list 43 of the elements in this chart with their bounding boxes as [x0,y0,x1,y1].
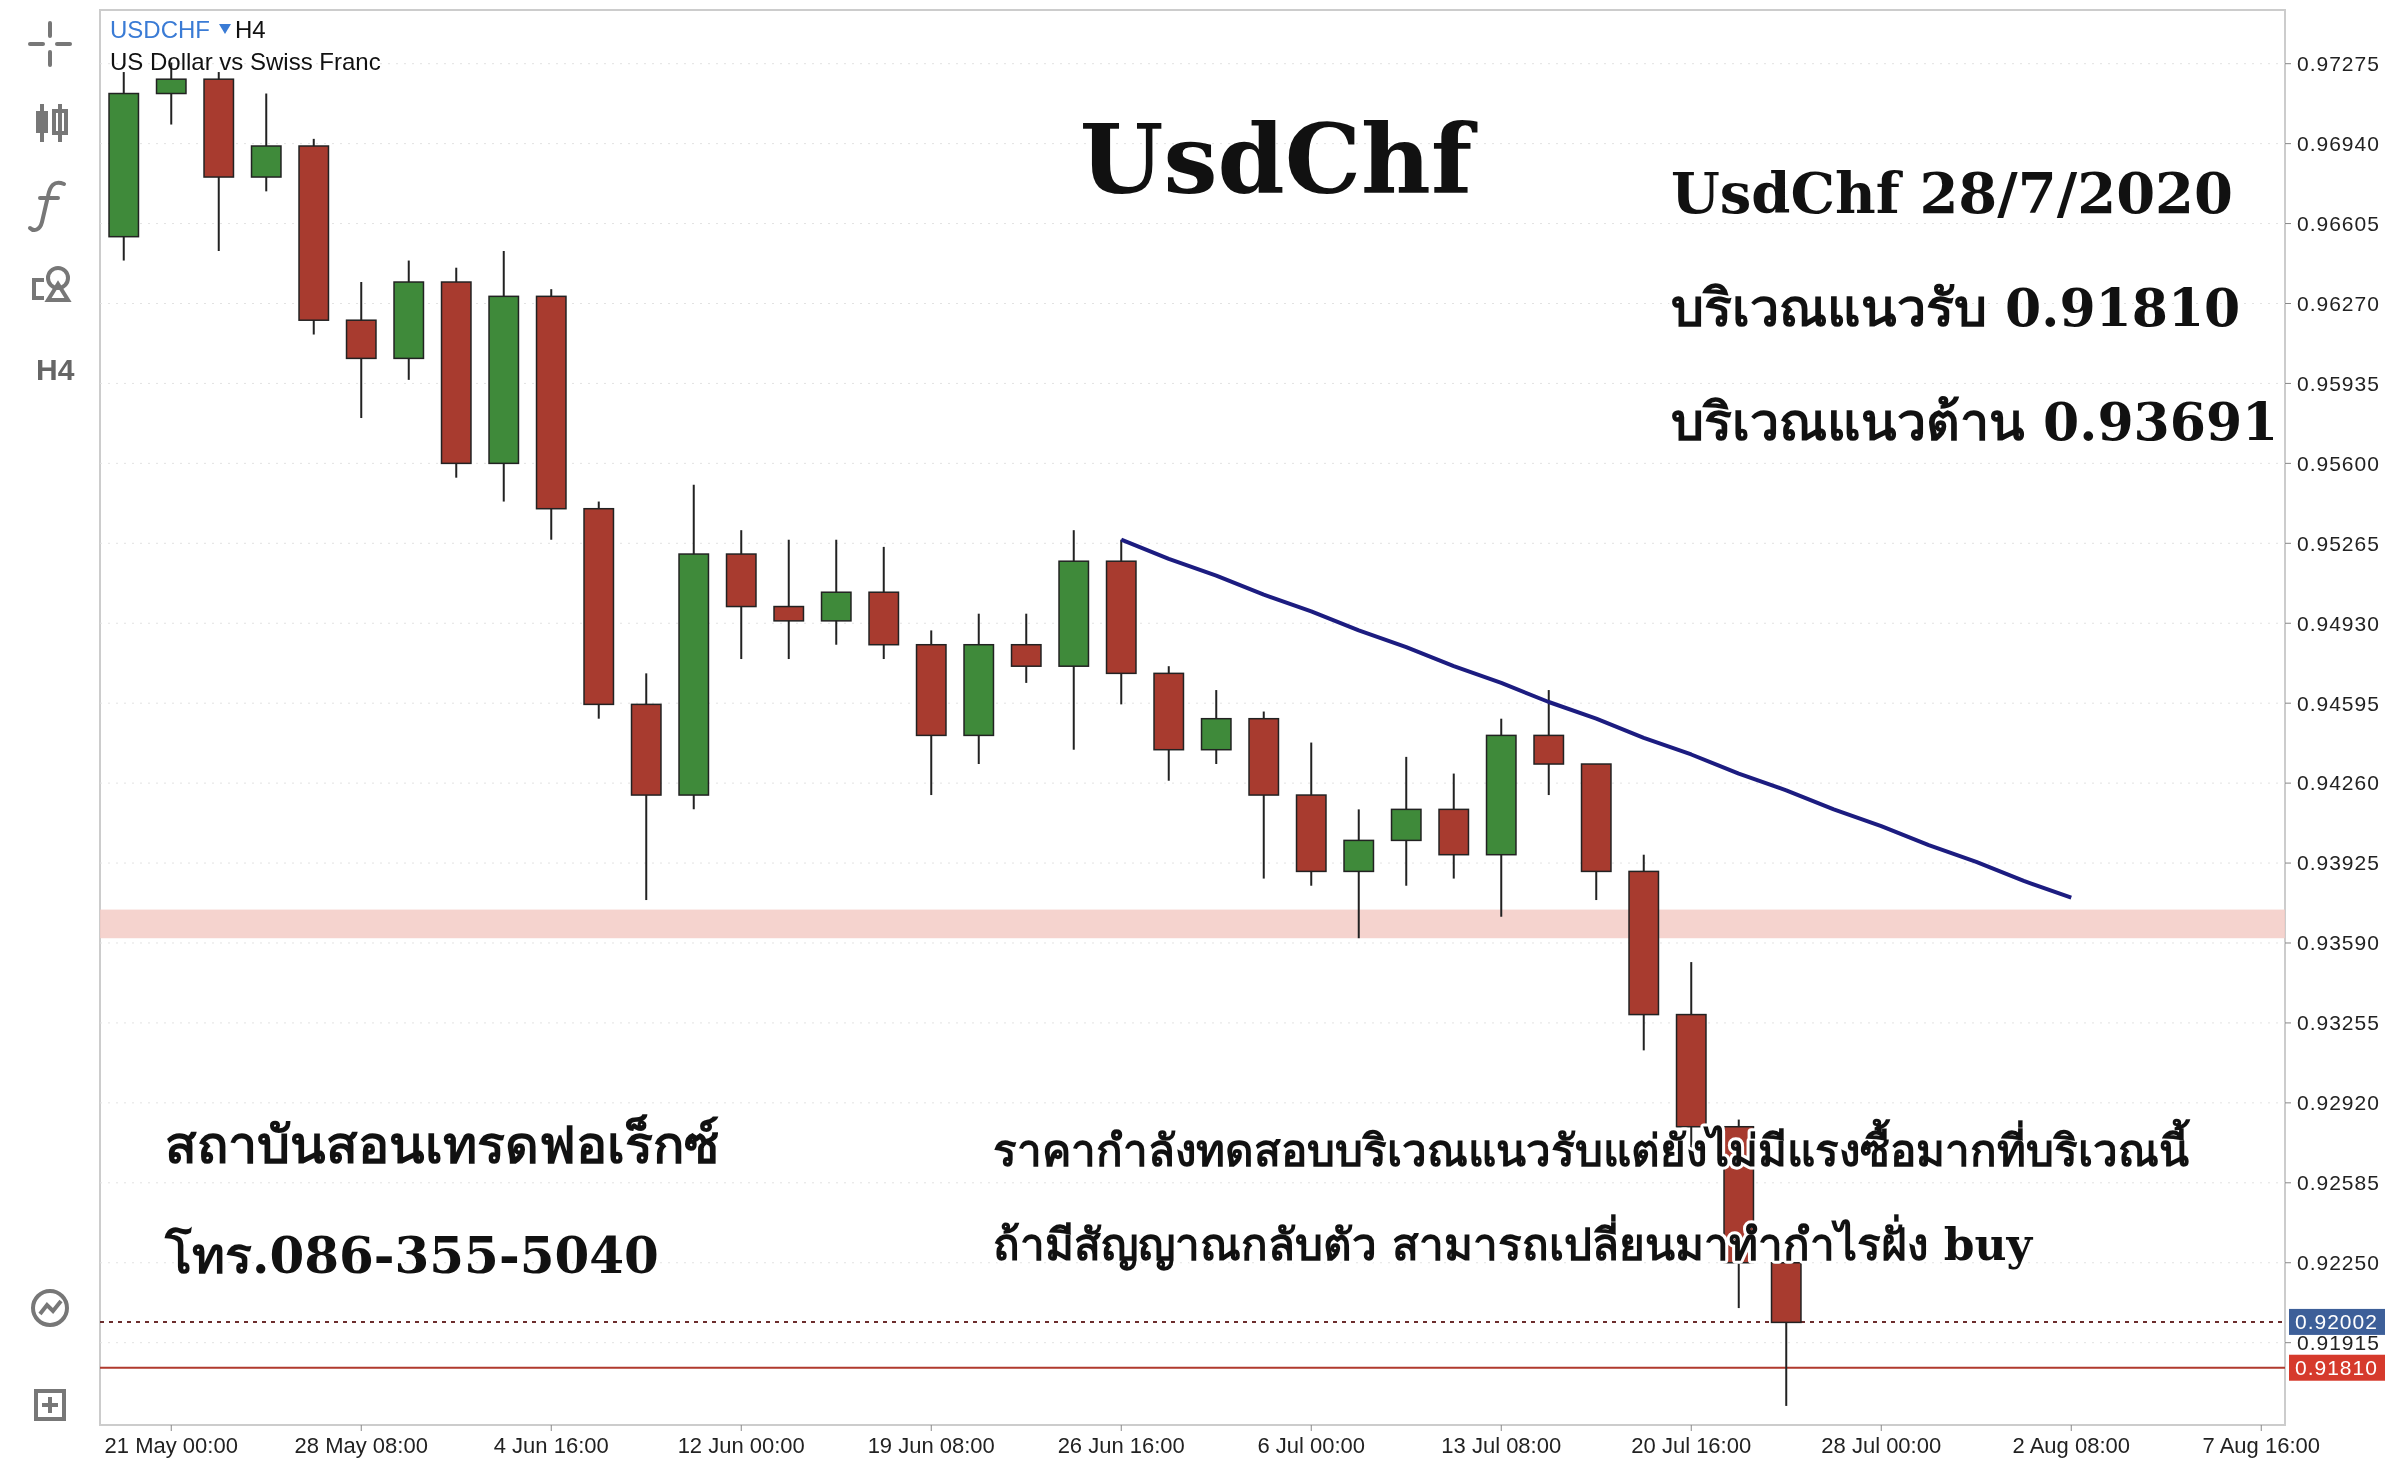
y-tick-label: 0.95265 [2297,531,2380,555]
x-tick-label: 6 Jul 00:00 [1257,1433,1366,1458]
annotation: โทร.086-355-5040 [164,1226,659,1285]
x-tick-label: 28 May 08:00 [294,1433,428,1458]
annotation: บริเวณแนวต้าน 0.93691 [1671,391,2279,452]
y-tick-label: 0.91915 [2297,1331,2380,1355]
annotation: สถาบันสอนเทรดฟอเร็กซ์ [165,1114,719,1175]
x-tick-label: 13 Jul 08:00 [1441,1433,1562,1458]
x-tick-label: 20 Jul 16:00 [1631,1433,1752,1458]
x-tick-label: 4 Jun 16:00 [493,1433,609,1458]
y-tick-label: 0.96270 [2297,291,2380,315]
y-tick-label: 0.94930 [2297,611,2380,635]
x-tick-label: 28 Jul 00:00 [1821,1433,1942,1458]
y-tick-label: 0.93590 [2297,931,2380,955]
y-tick-label: 0.94260 [2297,771,2380,795]
y-tick-label: 0.97275 [2297,52,2380,76]
annotation: H4 [235,16,266,43]
annotation: UsdChf 28/7/2020 [1671,160,2234,226]
y-tick-label: 0.94595 [2297,691,2380,715]
text: US Dollar vs Swiss Franc [110,48,381,75]
y-tick-label: 0.93925 [2297,851,2380,875]
line-series [1119,537,2074,900]
annotation: USDCHF [110,16,210,43]
text: H4 [36,353,75,386]
ref-line-label: 0.91810 [2295,1356,2378,1380]
y-tick-label: 0.92585 [2297,1171,2380,1195]
y-tick-label: 0.92250 [2297,1251,2380,1275]
y-tick-label: 0.96605 [2297,211,2380,235]
text: UsdChf [1079,103,1478,216]
x-tick-label: 26 Jun 16:00 [1057,1433,1185,1458]
y-tick-label: 0.95600 [2297,451,2380,475]
x-tick-label: 12 Jun 00:00 [677,1433,805,1458]
annotation: บริเวณแนวรับ 0.91810 [1671,277,2241,338]
ref-line-label: 0.92002 [2295,1310,2378,1334]
y-tick-label: 0.92920 [2297,1091,2380,1115]
y-tick-label: 0.96940 [2297,131,2380,155]
candlestick [773,538,805,661]
x-tick-label: 7 Aug 16:00 [2202,1433,2320,1458]
x-tick-label: 2 Aug 08:00 [2012,1433,2130,1458]
x-tick-label: 21 May 00:00 [104,1433,238,1458]
x-tick-label: 19 Jun 08:00 [867,1433,995,1458]
y-tick-label: 0.93255 [2297,1011,2380,1035]
y-tick-label: 0.95935 [2297,371,2380,395]
